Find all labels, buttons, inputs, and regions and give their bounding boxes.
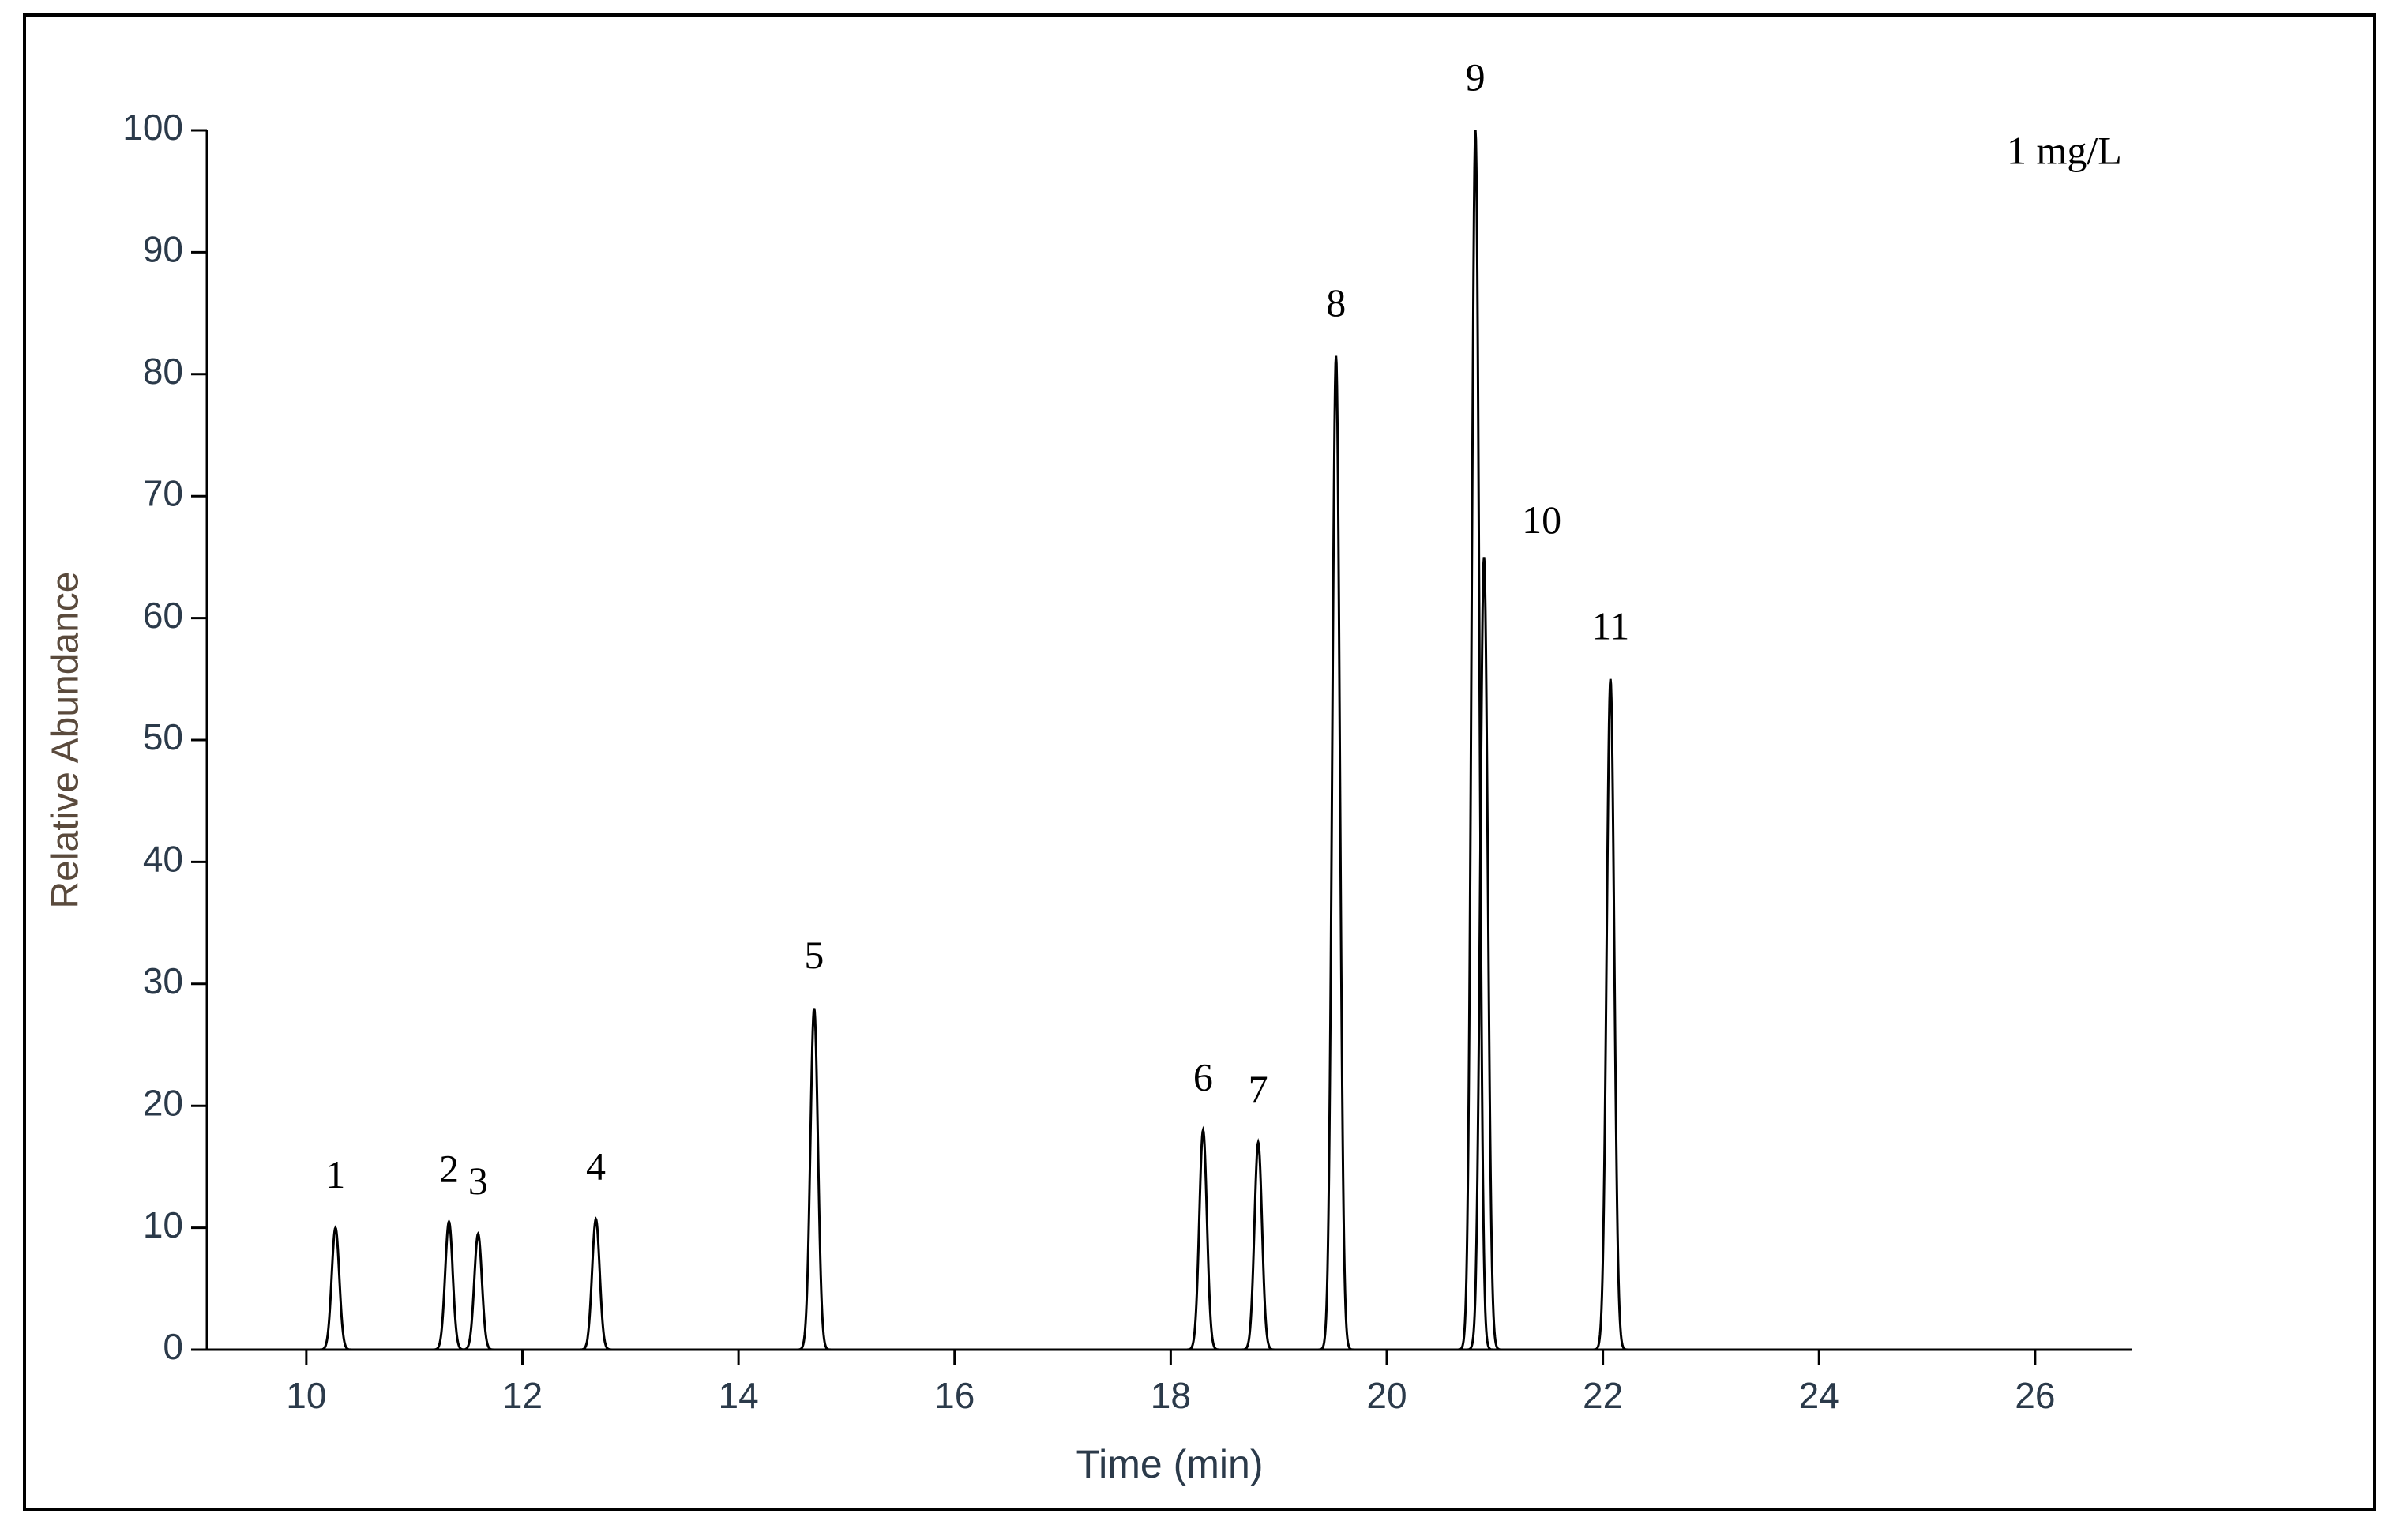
- peak-label: 7: [1249, 1067, 1268, 1111]
- y-tick-label: 60: [143, 595, 183, 636]
- y-tick-label: 100: [122, 107, 183, 148]
- peak-label: 9: [1466, 54, 1486, 99]
- peak-label: 8: [1326, 280, 1346, 325]
- x-tick-label: 24: [1799, 1375, 1839, 1416]
- y-axis-title: Relative Abundance: [45, 572, 87, 909]
- peak: [1239, 1138, 1278, 1351]
- y-tick-label: 30: [143, 960, 183, 1001]
- peak-label: 2: [439, 1146, 459, 1190]
- y-tick-label: 0: [163, 1326, 183, 1367]
- peak: [577, 1216, 615, 1351]
- y-tick-label: 70: [143, 472, 183, 513]
- y-tick-label: 90: [143, 229, 183, 270]
- peak: [1465, 557, 1504, 1351]
- peak-label: 3: [468, 1159, 488, 1203]
- x-tick-label: 12: [502, 1375, 543, 1416]
- peak: [1456, 130, 1495, 1351]
- y-tick-label: 50: [143, 716, 183, 757]
- x-tick-label: 20: [1366, 1375, 1407, 1416]
- frame: [23, 13, 2376, 1511]
- x-axis-title: Time (min): [1076, 1442, 1263, 1486]
- x-tick-label: 26: [2015, 1375, 2055, 1416]
- x-tick-label: 10: [286, 1375, 326, 1416]
- y-tick-label: 10: [143, 1204, 183, 1245]
- x-tick-label: 22: [1583, 1375, 1623, 1416]
- y-tick-label: 20: [143, 1082, 183, 1123]
- y-tick-label: 40: [143, 839, 183, 880]
- peak-label: 4: [586, 1144, 606, 1188]
- peak-label: 5: [804, 933, 824, 977]
- x-tick-label: 16: [934, 1375, 975, 1416]
- peak-label: 11: [1591, 603, 1629, 648]
- peak: [794, 1008, 833, 1351]
- peak-label: 10: [1522, 498, 1561, 542]
- x-tick-label: 18: [1151, 1375, 1191, 1416]
- peak-label: 6: [1193, 1055, 1213, 1099]
- annotation: 1 mg/L: [2007, 128, 2122, 172]
- peak: [1184, 1125, 1223, 1351]
- peak: [1317, 355, 1355, 1351]
- x-tick-label: 14: [719, 1375, 759, 1416]
- peak-label: 1: [325, 1152, 345, 1196]
- y-tick-label: 80: [143, 351, 183, 392]
- peak: [1591, 678, 1630, 1351]
- peak: [316, 1225, 355, 1351]
- peak: [459, 1230, 498, 1351]
